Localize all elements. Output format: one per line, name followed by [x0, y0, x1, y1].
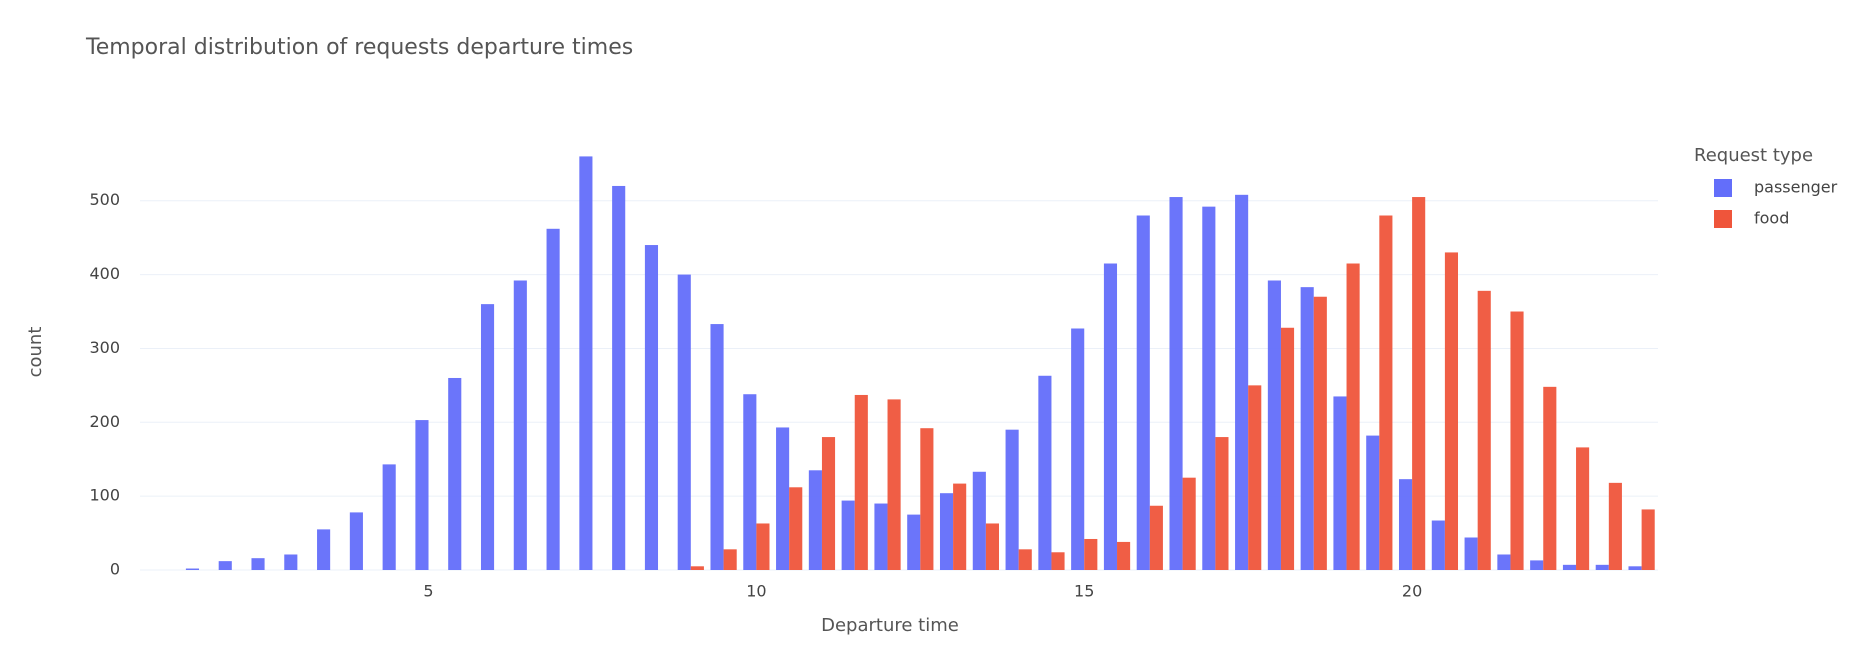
bar — [1202, 206, 1216, 570]
bar — [854, 394, 868, 570]
bar — [1608, 482, 1622, 570]
x-tick-label: 20 — [1402, 582, 1422, 601]
bar — [1267, 280, 1281, 570]
bar — [690, 566, 704, 570]
y-tick-label: 500 — [89, 190, 120, 209]
bar — [1398, 479, 1413, 570]
bar — [1018, 549, 1032, 570]
bar — [841, 500, 855, 570]
bar — [1215, 437, 1229, 570]
bar — [1543, 386, 1557, 570]
bar — [1530, 560, 1544, 570]
bar — [448, 377, 462, 570]
bar — [1103, 263, 1118, 570]
bar — [218, 561, 232, 570]
bar — [513, 280, 527, 570]
bar — [644, 245, 659, 570]
bar — [1235, 194, 1249, 571]
bar — [1333, 396, 1347, 570]
y-tick-label: 400 — [89, 264, 120, 283]
bar — [1051, 552, 1065, 570]
bar — [415, 420, 429, 570]
bar — [251, 558, 265, 570]
bar — [1379, 215, 1393, 570]
bar — [1071, 328, 1085, 570]
bar — [1562, 564, 1577, 570]
bar — [1595, 564, 1609, 570]
bar — [920, 428, 934, 570]
bar — [546, 228, 560, 571]
bar — [284, 554, 298, 570]
bar — [1497, 554, 1511, 570]
bar — [1117, 541, 1131, 570]
bar — [1136, 215, 1150, 570]
bar — [1346, 263, 1360, 570]
x-axis-title: Departure time — [821, 615, 959, 636]
bar — [1464, 537, 1478, 570]
bar — [1005, 429, 1019, 570]
bar — [1248, 385, 1262, 570]
bar — [756, 523, 770, 570]
bar — [1366, 435, 1380, 570]
y-tick-label: 100 — [89, 486, 120, 505]
bar — [1576, 447, 1590, 570]
legend-swatch[interactable] — [1714, 210, 1732, 228]
y-tick-label: 200 — [89, 412, 120, 431]
y-tick-label: 0 — [110, 560, 120, 579]
bar — [1444, 252, 1459, 570]
bar — [821, 437, 836, 570]
bar — [349, 512, 363, 570]
bar — [1412, 197, 1426, 570]
bar — [953, 483, 967, 570]
bar — [710, 324, 724, 570]
bar — [723, 549, 737, 570]
bar — [808, 470, 822, 570]
bar — [1169, 197, 1183, 570]
bar — [579, 156, 593, 570]
bar — [874, 503, 888, 570]
bar — [1510, 311, 1524, 570]
legend-label[interactable]: passenger — [1754, 178, 1838, 197]
bar — [939, 493, 954, 570]
bar — [677, 274, 691, 570]
y-axis-title: count — [25, 327, 46, 378]
bar — [1182, 477, 1196, 570]
bar — [382, 464, 396, 570]
bar — [612, 185, 626, 570]
x-tick-label: 10 — [746, 582, 766, 601]
bar — [985, 523, 999, 570]
bar — [887, 399, 901, 570]
legend-swatch[interactable] — [1714, 179, 1732, 197]
bar — [1280, 327, 1295, 570]
bar — [1431, 520, 1445, 570]
y-tick-label: 300 — [89, 338, 120, 357]
bar — [480, 304, 495, 570]
bar — [907, 514, 921, 570]
bar — [1628, 566, 1642, 570]
bar — [776, 427, 790, 570]
chart-title: Temporal distribution of requests depart… — [85, 35, 633, 60]
bar — [185, 568, 200, 570]
bar — [1038, 375, 1052, 570]
bar — [972, 471, 986, 570]
bar — [1300, 287, 1314, 570]
x-tick-label: 5 — [423, 582, 433, 601]
bar — [1084, 538, 1098, 570]
x-tick-label: 15 — [1074, 582, 1094, 601]
bar — [789, 487, 803, 570]
bar — [743, 394, 757, 570]
legend-label[interactable]: food — [1754, 209, 1789, 228]
legend-title: Request type — [1694, 145, 1813, 166]
bar — [317, 529, 331, 570]
bar — [1641, 509, 1655, 570]
bar — [1477, 290, 1491, 570]
bar — [1313, 296, 1327, 570]
bar — [1149, 505, 1163, 570]
